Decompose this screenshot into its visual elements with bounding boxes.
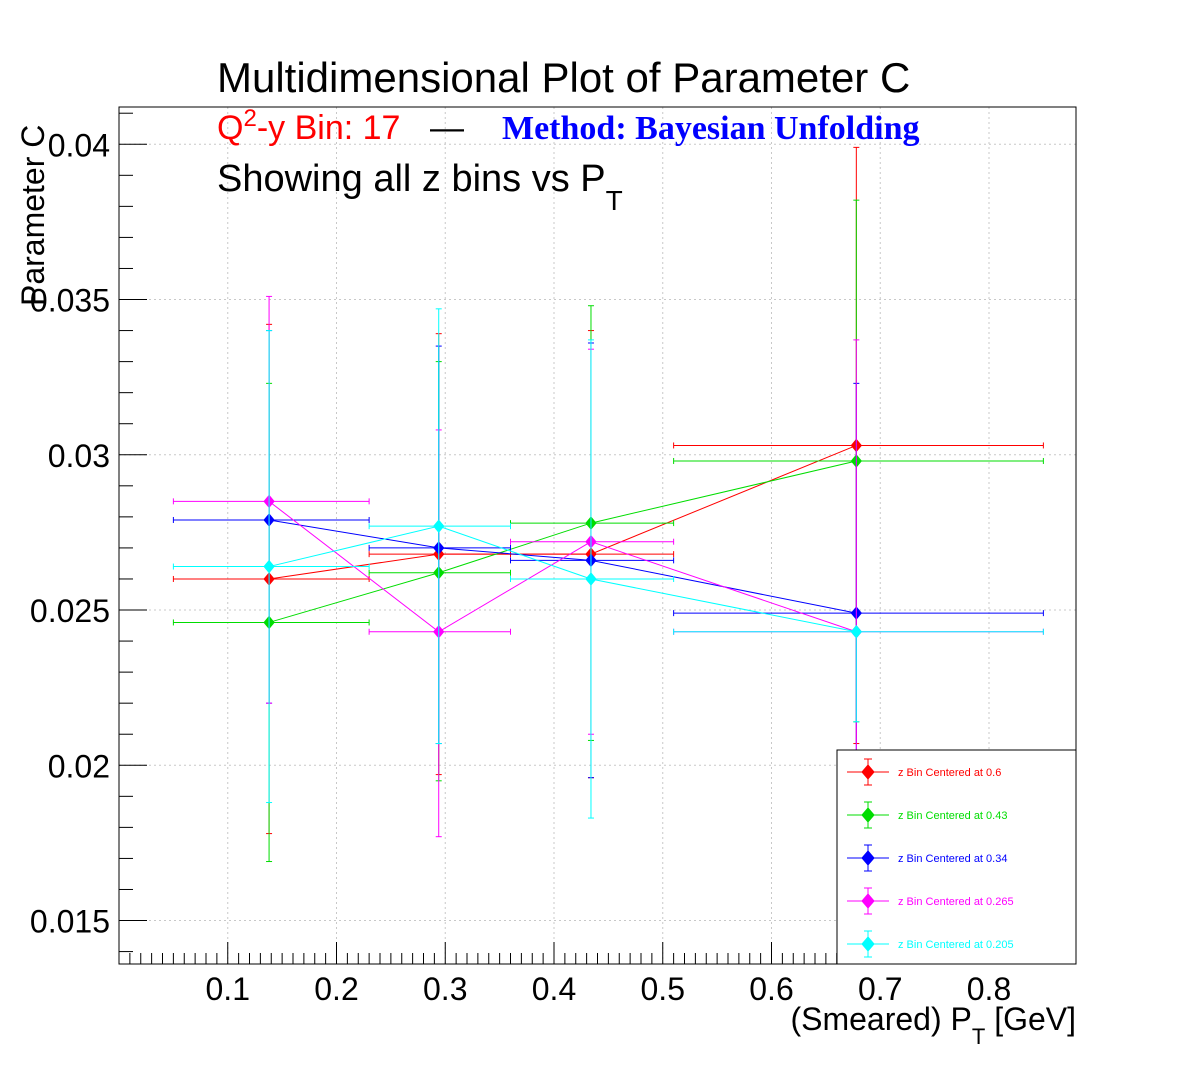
x-tick-label: 0.8 (967, 971, 1011, 1007)
y-tick-label: 0.035 (30, 283, 110, 319)
y-axis-label: Parameter C (15, 125, 51, 306)
legend: z Bin Centered at 0.6 z Bin Centered at 0… (836, 749, 1077, 965)
legend-marker (861, 893, 875, 909)
x-tick-label: 0.3 (423, 971, 467, 1007)
data-point (263, 559, 275, 574)
legend-label: z Bin Centered at 0.6 (898, 767, 1001, 779)
legend-label: z Bin Centered at 0.43 (898, 810, 1007, 822)
series-line (268, 460, 857, 623)
legend-label: z Bin Centered at 0.34 (898, 853, 1007, 865)
legend-entry: z Bin Centered at 0.6 (847, 758, 1001, 786)
x-tick-label: 0.4 (532, 971, 576, 1007)
y-tick-label: 0.025 (30, 593, 110, 629)
series-5 (172, 308, 1044, 819)
subtitle-dash: — (430, 109, 464, 147)
subtitle-method: Method: Bayesian Unfolding (502, 110, 920, 147)
series-line (268, 525, 857, 633)
legend-entry: z Bin Centered at 0.265 (847, 887, 1014, 915)
legend-label: z Bin Centered at 0.265 (898, 896, 1014, 908)
legend-marker (861, 850, 875, 866)
data-point (585, 572, 597, 586)
y-tick-label: 0.02 (48, 748, 110, 784)
x-tick-label: 0.2 (314, 971, 358, 1007)
data-point (433, 519, 445, 533)
y-tick-label: 0.015 (30, 904, 110, 940)
legend-entry: z Bin Centered at 0.43 (847, 801, 1007, 829)
x-tick-labels: 0.1 0.2 0.3 0.4 0.5 0.6 0.7 0.8 (206, 971, 1012, 1007)
x-tick-label: 0.5 (641, 971, 685, 1007)
subtitle-bin: Q2-y Bin: 17 (217, 105, 400, 147)
legend-marker (861, 764, 875, 780)
x-tick-label: 0.6 (749, 971, 793, 1007)
legend-box (836, 749, 1077, 965)
legend-marker (861, 936, 875, 952)
y-tick-label: 0.03 (48, 438, 110, 474)
legend-entry: z Bin Centered at 0.34 (847, 844, 1007, 872)
legend-entry: z Bin Centered at 0.205 (847, 930, 1014, 958)
chart-title: Multidimensional Plot of Parameter C (217, 54, 910, 101)
x-tick-label: 0.1 (206, 971, 250, 1007)
x-tick-label: 0.7 (858, 971, 902, 1007)
y-tick-label: 0.04 (48, 127, 110, 163)
legend-label: z Bin Centered at 0.205 (898, 939, 1014, 951)
subtitle-zbins: Showing all z bins vs PT (217, 158, 623, 216)
data-point (850, 624, 862, 639)
y-tick-labels: 0.015 0.02 0.025 0.03 0.035 0.04 (30, 127, 110, 939)
data-series (172, 146, 1044, 863)
legend-marker (861, 807, 875, 823)
x-axis-label: (Smeared) PT [GeV] (790, 1001, 1076, 1049)
